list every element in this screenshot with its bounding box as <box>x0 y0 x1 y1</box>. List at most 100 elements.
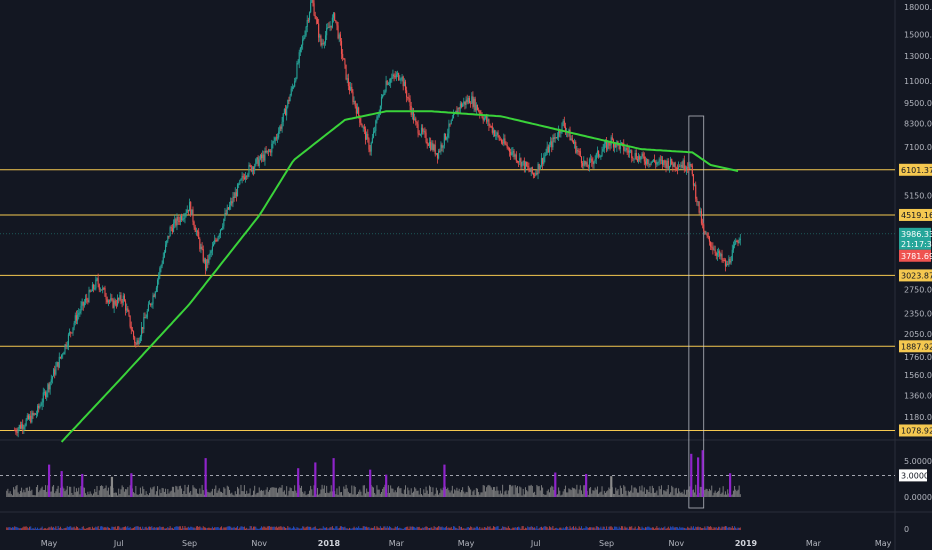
volume-bar <box>608 487 610 497</box>
bottom-bar <box>433 526 435 530</box>
volume-bar <box>158 495 160 497</box>
bottom-bar <box>298 528 300 530</box>
volume-bar <box>473 489 475 497</box>
bottom-bar <box>299 528 301 530</box>
bottom-bar <box>73 526 75 530</box>
candle-body <box>579 151 581 157</box>
volume-bar <box>208 492 210 497</box>
bottom-bar <box>182 526 184 530</box>
bottom-bar <box>600 526 602 530</box>
bottom-bar <box>7 527 9 530</box>
volume-bar <box>658 486 660 497</box>
candle-body <box>737 241 739 244</box>
candle-body <box>571 138 573 142</box>
bottom-bar <box>211 526 213 530</box>
bottom-bar <box>641 526 643 530</box>
bottom-bar <box>130 528 132 530</box>
candle-body <box>686 167 688 170</box>
bottom-bar <box>160 527 162 530</box>
candle-body <box>556 136 559 138</box>
volume-bar <box>176 486 178 497</box>
volume-spike <box>130 473 133 497</box>
bottom-bar <box>272 526 274 530</box>
candle-body <box>59 356 61 358</box>
volume-bar <box>417 490 419 497</box>
candle-body <box>199 239 201 250</box>
candle-body <box>415 118 417 123</box>
volume-bar <box>390 485 392 497</box>
bottom-bar <box>331 526 333 530</box>
volume-bar <box>655 492 657 497</box>
volume-spike <box>60 471 63 497</box>
y-tick-label: 9500.00 <box>904 99 932 108</box>
candle-body <box>223 218 225 227</box>
bottom-bar <box>410 526 412 530</box>
candle-body <box>498 135 500 140</box>
bottom-bar <box>699 527 701 530</box>
candle-body <box>54 369 56 375</box>
candle-body <box>19 425 21 429</box>
bottom-bar <box>6 527 8 530</box>
bottom-bar <box>474 527 476 530</box>
bottom-bar <box>719 526 721 530</box>
volume-bar <box>232 494 234 497</box>
highlight-rectangle[interactable] <box>688 115 705 509</box>
bottom-bar <box>350 528 352 530</box>
volume-bar <box>651 485 653 497</box>
volume-spike <box>729 473 732 497</box>
candle-body <box>586 162 588 167</box>
bottom-bar <box>424 527 426 530</box>
x-tick-label: Jul <box>113 539 124 548</box>
volume-bar <box>420 494 422 497</box>
candle-body <box>29 415 31 420</box>
highlight-box[interactable] <box>688 115 705 509</box>
candle-body <box>504 138 506 144</box>
bottom-bar <box>518 526 520 530</box>
candle-body <box>334 13 336 21</box>
volume-bar <box>219 491 221 497</box>
candle-body <box>212 243 215 247</box>
candle-body <box>355 106 357 114</box>
bottom-bar <box>617 528 619 530</box>
volume-bar <box>505 490 507 497</box>
bottom-bar <box>179 526 181 530</box>
volume-bar <box>245 494 247 497</box>
volume-bar <box>323 485 325 497</box>
bottom-bar <box>455 527 457 530</box>
volume-bar <box>619 485 621 497</box>
bottom-bar <box>168 528 170 530</box>
bottom-bar <box>322 526 324 530</box>
candle-body <box>591 158 593 162</box>
horizontal-levels[interactable] <box>0 169 895 431</box>
volume-bar <box>288 490 290 497</box>
volume-bar <box>384 484 386 497</box>
candle-body <box>652 159 654 162</box>
volume-bar <box>519 486 521 497</box>
candle-body <box>278 131 280 138</box>
bottom-bar <box>69 526 71 530</box>
volume-bar <box>528 485 530 497</box>
volume-bar <box>142 486 144 497</box>
bottom-bar <box>102 526 104 530</box>
candle-body <box>58 356 60 368</box>
volume-spike <box>697 457 700 497</box>
bottom-bar <box>58 528 60 530</box>
candle-body <box>539 165 541 170</box>
volume-bar <box>257 492 259 497</box>
volume-bar <box>511 486 513 497</box>
candle-body <box>35 414 37 415</box>
volume-bar <box>604 492 606 497</box>
volume-bar <box>21 487 23 497</box>
bottom-bar <box>357 527 359 530</box>
candle-body <box>675 167 677 169</box>
candle-body <box>551 141 553 148</box>
bottom-bar <box>409 526 411 530</box>
bottom-bar <box>318 528 320 530</box>
volume-bar <box>248 493 250 497</box>
volume-bar <box>514 485 516 497</box>
volume-bar <box>616 490 618 497</box>
x-tick-label: Nov <box>251 539 267 548</box>
volume-bar <box>301 485 303 497</box>
bottom-bar <box>728 527 730 530</box>
